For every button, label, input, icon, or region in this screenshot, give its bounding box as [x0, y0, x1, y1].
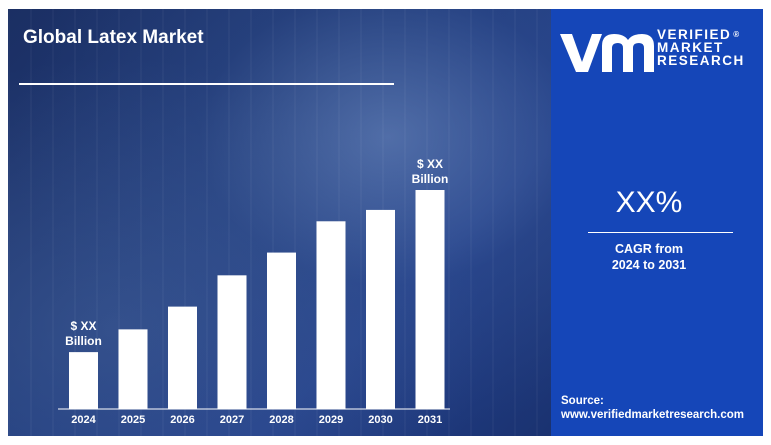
cagr-label-line-1: CAGR from [614, 242, 684, 256]
chart-panel [8, 9, 551, 436]
source-note: Source: www.verifiedmarketresearch.com [561, 394, 744, 422]
bar-2027 [217, 275, 247, 409]
cagr-label-line-2: 2024 to 2031 [611, 258, 687, 272]
data-label-2031: Billion [412, 172, 449, 186]
bar-2030 [366, 209, 395, 409]
data-label-2024: Billion [65, 334, 102, 348]
title-underline [19, 83, 394, 85]
cagr-label: CAGR from 2024 to 2031 [543, 241, 755, 273]
cagr-divider [588, 232, 733, 233]
bar-2028 [267, 252, 296, 409]
cagr-value: XX% [615, 186, 683, 219]
bar-2029 [316, 221, 346, 409]
x-tick-label: 2024 [71, 414, 96, 426]
infographic-frame [8, 9, 763, 436]
x-tick-label: 2029 [319, 414, 343, 426]
brand-line-2: MARKET [657, 40, 724, 55]
registered-mark: ® [733, 30, 741, 39]
brand-line-3: RESEARCH [657, 53, 745, 68]
source-label: Source: [561, 395, 604, 407]
data-label-2031: $ XX [417, 157, 443, 171]
vmr-logo-icon [560, 34, 654, 72]
brand-name: VERIFIED ® MARKET RESEARCH [657, 27, 745, 68]
chart-title: Global Latex Market [23, 27, 204, 48]
bar-2026 [168, 306, 197, 409]
x-tick-label: 2030 [368, 414, 392, 426]
bar-2024 [69, 352, 98, 409]
x-tick-label: 2026 [170, 414, 194, 426]
info-panel [551, 9, 763, 436]
data-label-2024: $ XX [70, 319, 96, 333]
source-url: www.verifiedmarketresearch.com [561, 409, 745, 421]
bar-2025 [118, 329, 148, 409]
x-tick-label: 2027 [220, 414, 244, 426]
bar-2031 [415, 190, 445, 409]
x-tick-label: 2031 [418, 414, 442, 426]
brand-line-1: VERIFIED [657, 27, 732, 42]
x-tick-label: 2028 [269, 414, 293, 426]
x-tick-label: 2025 [121, 414, 145, 426]
